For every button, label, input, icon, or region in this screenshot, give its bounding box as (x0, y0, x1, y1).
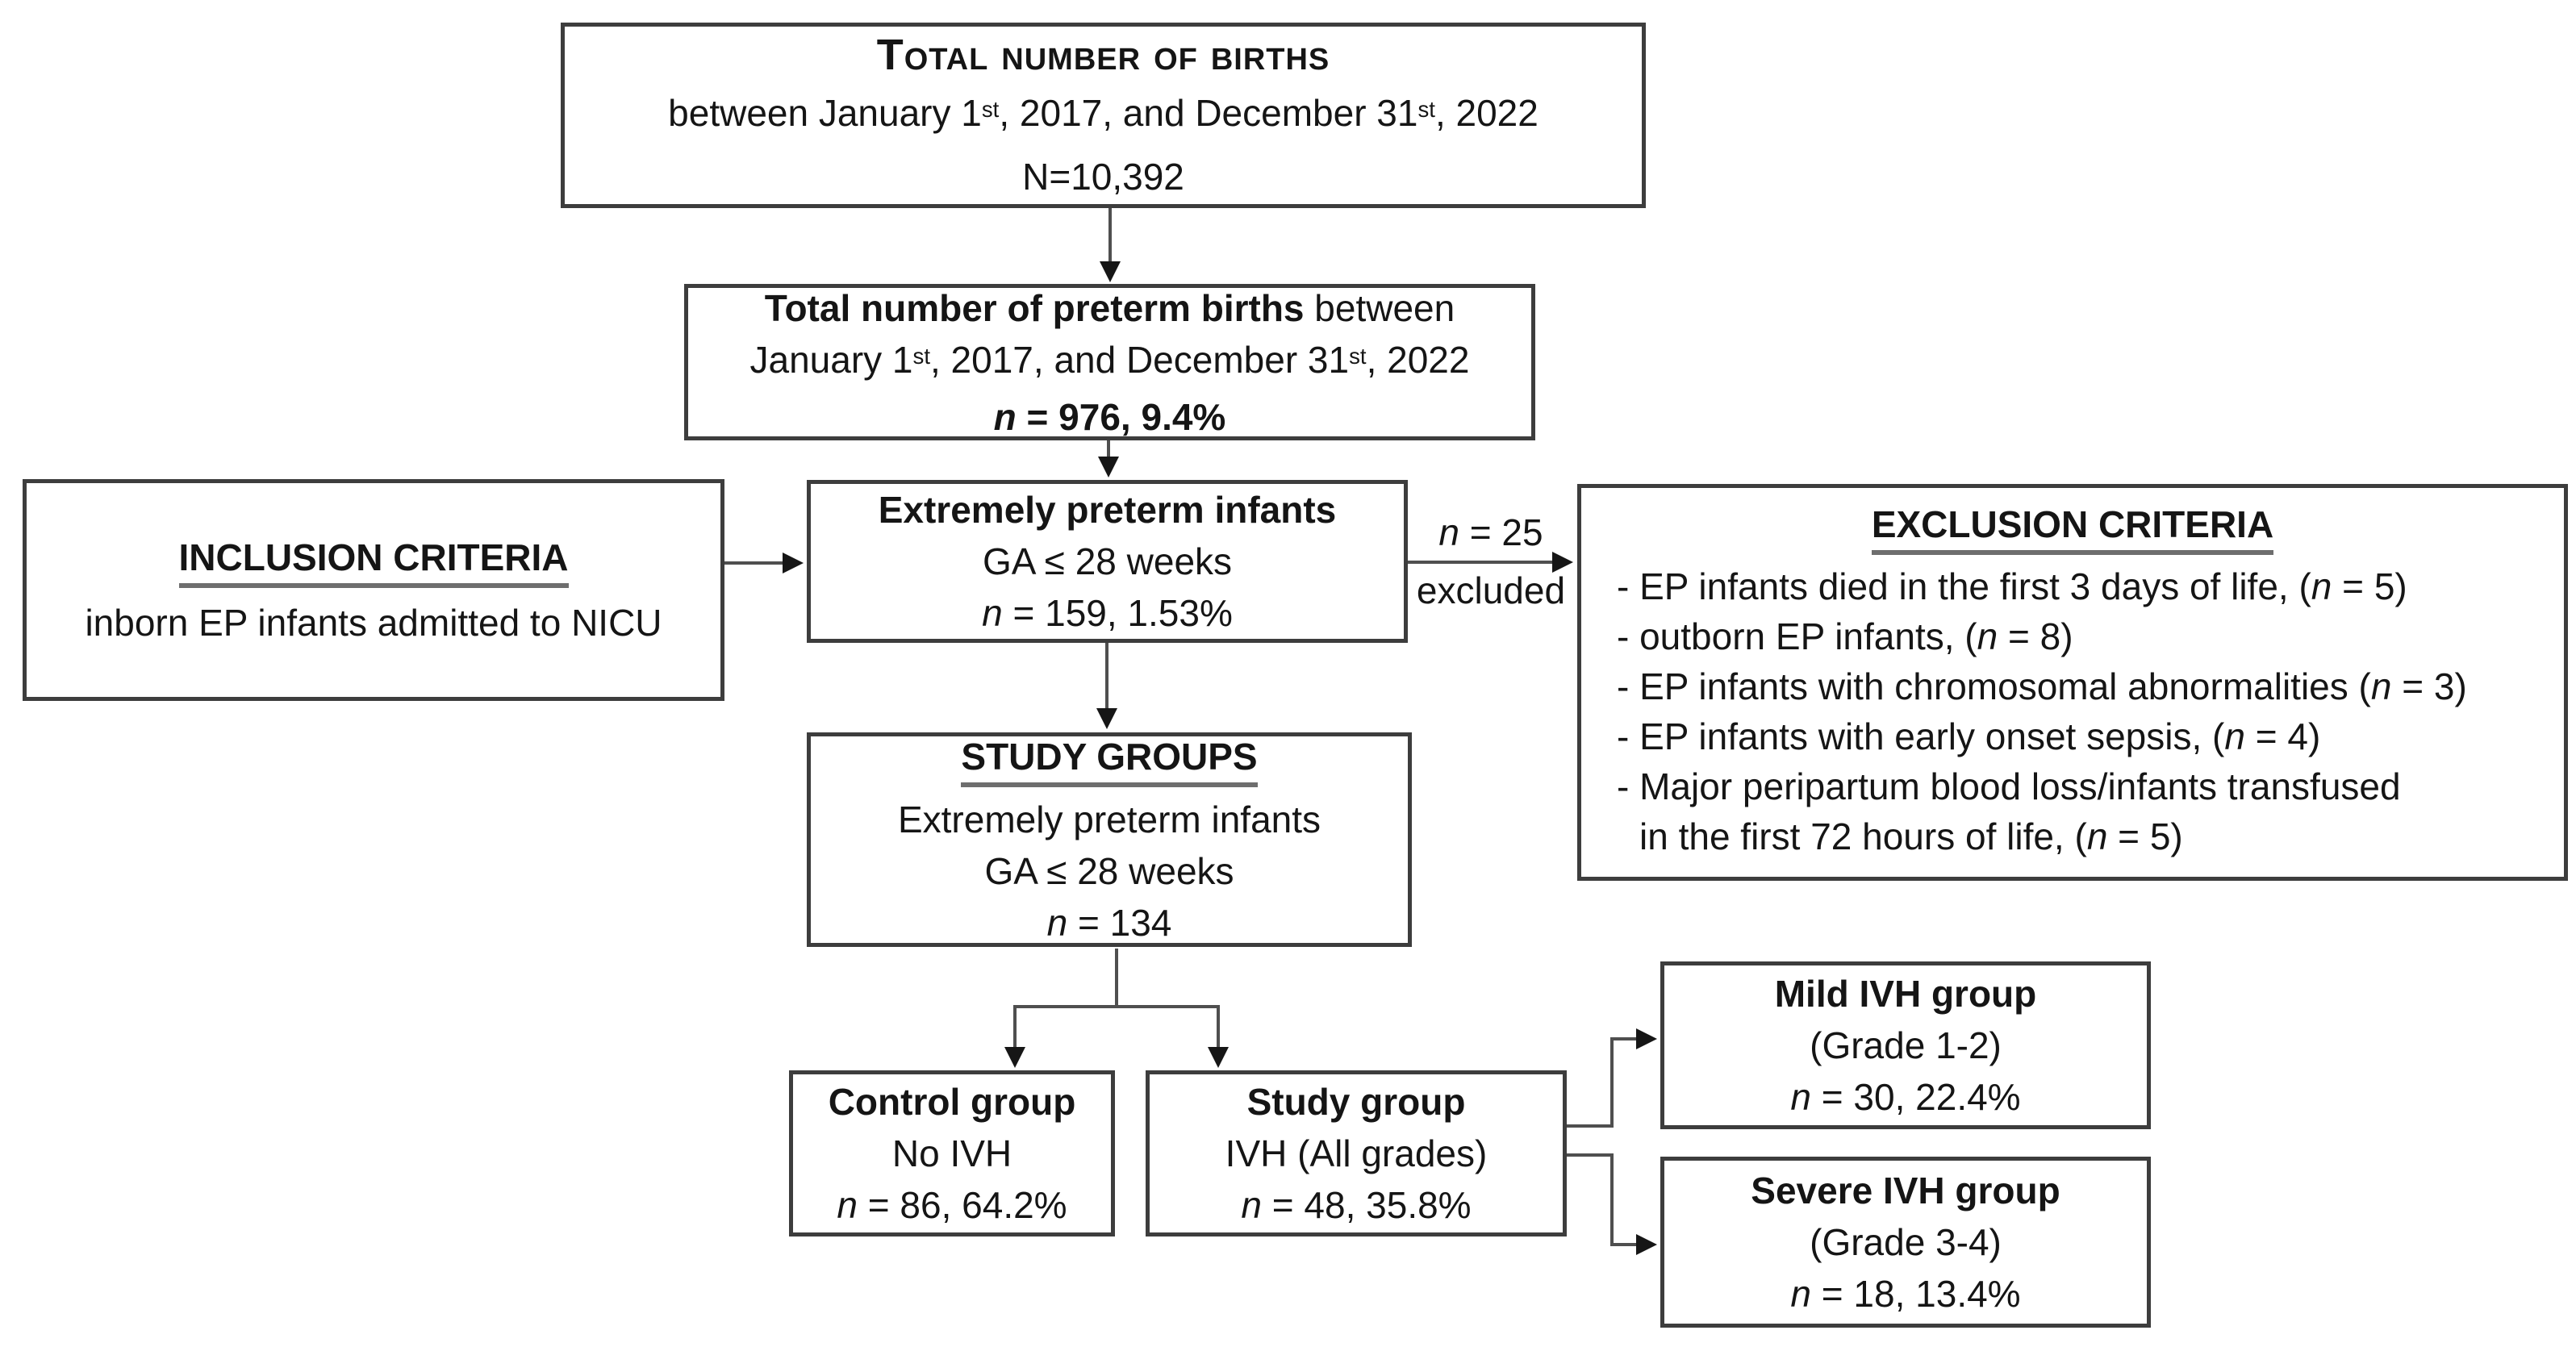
arrowhead-branch-left (1004, 1047, 1025, 1068)
severe-ivh-count: n = 18, 13.4% (1790, 1273, 2021, 1315)
exclusion-item: - outborn EP infants, (n = 8) (1617, 615, 2073, 657)
box-severe-ivh-group: Severe IVH group (Grade 3-4) n = 18, 13.… (1660, 1157, 2151, 1328)
preterm-births-count: n = 976, 9.4% (993, 395, 1226, 438)
connector-study-to-mild (1567, 1037, 1638, 1128)
exclusion-item: - EP infants died in the first 3 days of… (1617, 565, 2407, 607)
arrowhead-total-to-preterm (1100, 261, 1121, 282)
study-group-count: n = 48, 35.8% (1241, 1184, 1472, 1226)
excluded-word-label: excluded (1416, 569, 1566, 611)
box-extremely-preterm: Extremely preterm infants GA ≤ 28 weeks … (807, 480, 1408, 643)
mild-ivh-count: n = 30, 22.4% (1790, 1076, 2021, 1118)
exclusion-item: - EP infants with chromosomal abnormalit… (1617, 665, 2467, 707)
arrowhead-study-to-mild (1636, 1028, 1657, 1049)
study-groups-count: n = 134 (1046, 902, 1172, 944)
study-groups-title: STUDY GROUPS (961, 734, 1258, 787)
severe-ivh-line2: (Grade 3-4) (1810, 1221, 2002, 1263)
box-preterm-births: Total number of preterm births between J… (684, 284, 1535, 440)
arrowhead-branch-right (1208, 1047, 1229, 1068)
control-group-line2: No IVH (891, 1132, 1012, 1174)
box-control-group: Control group No IVH n = 86, 64.2% (789, 1070, 1115, 1236)
arrowhead-inclusion-to-extremely (783, 553, 804, 573)
box-exclusion-criteria: EXCLUSION CRITERIA - EP infants died in … (1577, 484, 2568, 881)
excluded-count-label: n = 25 (1438, 511, 1543, 553)
control-group-title: Control group (828, 1081, 1076, 1123)
inclusion-title-wrap: INCLUSION CRITERIA (178, 529, 569, 594)
preterm-births-title: Total number of preterm births between (764, 286, 1455, 329)
preterm-births-dates: January 1st, 2017, and December 31st, 20… (749, 338, 1470, 381)
arrowhead-extremely-to-studygroups (1096, 708, 1117, 729)
mild-ivh-title: Mild IVH group (1774, 973, 2037, 1015)
severe-ivh-title: Severe IVH group (1751, 1170, 2060, 1211)
inclusion-title: INCLUSION CRITERIA (178, 535, 569, 588)
total-births-count: N=10,392 (1022, 155, 1184, 198)
study-group-line2: IVH (All grades) (1225, 1132, 1488, 1174)
arrowhead-study-to-severe (1636, 1234, 1657, 1255)
study-group-title: Study group (1246, 1081, 1466, 1123)
extremely-preterm-title: Extremely preterm infants (878, 489, 1337, 531)
study-groups-title-wrap: STUDY GROUPS (961, 731, 1258, 794)
extremely-preterm-ga: GA ≤ 28 weeks (982, 540, 1233, 582)
box-mild-ivh-group: Mild IVH group (Grade 1-2) n = 30, 22.4% (1660, 961, 2151, 1129)
box-inclusion-criteria: INCLUSION CRITERIA inborn EP infants adm… (23, 479, 724, 701)
control-group-count: n = 86, 64.2% (837, 1184, 1067, 1226)
exclusion-title-wrap: EXCLUSION CRITERIA (1601, 499, 2545, 561)
study-groups-line2: Extremely preterm infants (897, 799, 1321, 840)
box-study-groups: STUDY GROUPS Extremely preterm infants G… (807, 732, 1412, 947)
exclusion-item-continuation: in the first 72 hours of life, (n = 5) (1639, 815, 2183, 857)
arrowhead-extremely-to-exclusion (1552, 552, 1573, 573)
exclusion-item: - Major peripartum blood loss/infants tr… (1617, 765, 2401, 807)
study-groups-line3: GA ≤ 28 weeks (984, 850, 1234, 892)
mild-ivh-line2: (Grade 1-2) (1810, 1024, 2002, 1066)
connector-study-to-severe (1567, 1153, 1638, 1246)
arrowhead-preterm-to-extremely (1098, 457, 1119, 477)
exclusion-item: - EP infants with early onset sepsis, (n… (1617, 715, 2321, 757)
exclusion-title: EXCLUSION CRITERIA (1871, 502, 2274, 555)
total-births-dates: between January 1st, 2017, and December … (668, 91, 1539, 134)
box-study-group: Study group IVH (All grades) n = 48, 35.… (1146, 1070, 1567, 1236)
inclusion-body: inborn EP infants admitted to NICU (85, 602, 662, 644)
box-total-births: Total number of births between January 1… (561, 23, 1646, 208)
extremely-preterm-count: n = 159, 1.53% (982, 592, 1233, 634)
total-births-title: Total number of births (876, 30, 1330, 79)
